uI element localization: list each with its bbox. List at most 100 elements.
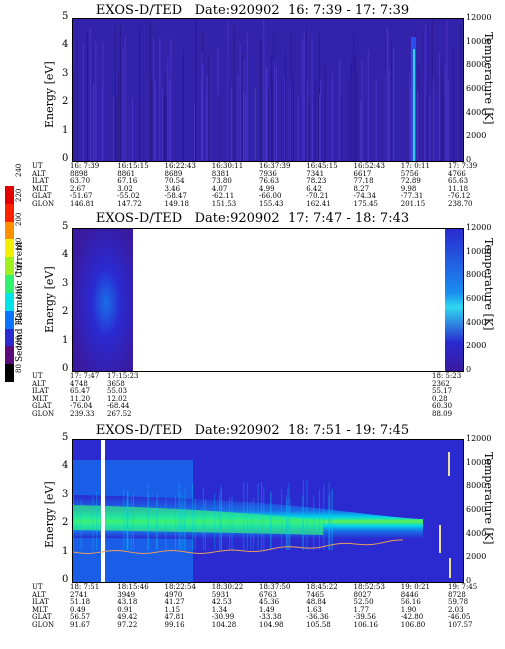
panel3-row-label: GLAT [32, 613, 52, 621]
panel2-row-label: MLT [32, 394, 48, 403]
panel1-table-cell: 16:30:11 [211, 162, 244, 170]
panel3-table-cell: 106.80 [400, 620, 426, 629]
panel1-table-cell: -51.67 [70, 192, 93, 200]
panel1-ytick: 0 [62, 153, 69, 164]
panel1-table-cell: 63.70 [70, 177, 91, 185]
panel3-ytick: 2 [62, 517, 69, 529]
colorbar-tick: 200 [15, 212, 23, 226]
panel1-table-cell: 16:15:15 [117, 162, 149, 170]
panel1-row-label: UT [32, 162, 43, 170]
panel3-title: EXOS-D/TED Date:920902 18: 7:51 - 19: 7:… [95, 423, 410, 438]
panel3-table-cell: 8027 [353, 590, 372, 599]
panel1-table-cell: -62.11 [211, 192, 235, 200]
panel3-row-label: ALT [32, 590, 46, 599]
panel1-ytick: 4 [62, 39, 69, 51]
panel3-table-cell: 18:45:22 [306, 583, 338, 591]
panel3-table-cell: 1.15 [164, 605, 181, 614]
panel3-marker [439, 525, 441, 553]
panel2-table-cell: 239.33 [70, 409, 95, 418]
panel1-table-cell: 8898 [70, 169, 88, 178]
panel2-row-label: GLAT [32, 402, 52, 410]
panel3-row-label: MLT [32, 605, 48, 614]
panel2-ylabel: Energy [eV] [43, 266, 56, 333]
panel1-y2tick: 2000 [466, 131, 487, 141]
panel1-table-cell: -58.47 [164, 192, 187, 200]
panel1-y2tick: 0 [466, 155, 472, 164]
panel1-table-cell: 16:37:39 [259, 162, 291, 170]
panel1-table-cell: 7936 [259, 169, 277, 178]
panel1-row-label: GLAT [32, 192, 52, 200]
panel3-table-cell: 41.27 [164, 598, 185, 606]
panel3-ylabel: Energy [eV] [43, 481, 56, 548]
colorbar-segment [5, 239, 14, 258]
panel2-y2tick: 8000 [466, 270, 487, 280]
colorbar-segment [5, 328, 14, 347]
panel3-ytick: 1 [62, 545, 69, 557]
panel2-y2tick: 2000 [466, 341, 487, 351]
panel3-table-cell: 18:22:54 [164, 583, 196, 591]
colorbar-segment [5, 310, 14, 329]
panel3-table-cell: 19: 7:45 [448, 583, 478, 591]
colorbar-tick: 220 [15, 188, 23, 202]
panel3-table-cell: 45.36 [259, 598, 280, 606]
panel3-table-cell: 49.42 [117, 613, 138, 621]
panel3-ytick: 4 [62, 460, 69, 472]
panel3-marker [449, 558, 451, 578]
panel2-table-cell: 4748 [70, 379, 88, 388]
panel2-y2tick: 4000 [466, 317, 487, 327]
panel2-row-label: UT [32, 372, 43, 380]
panel2-ytick: 0 [62, 363, 69, 374]
panel3-y2tick: 10000 [466, 457, 492, 467]
panel3-row-label: GLON [32, 620, 55, 629]
panel3-row-label: UT [32, 583, 43, 591]
panel2-table-cell: 60.30 [432, 402, 453, 410]
panel2-table-cell: 88.09 [432, 409, 453, 418]
panel3-ytick: 5 [62, 432, 69, 443]
panel1-table-cell: 162.41 [306, 199, 331, 208]
panel3-table-cell: 42.53 [211, 598, 232, 606]
colorbar-tick: 160 [15, 261, 23, 275]
panel1-table-cell: -55.02 [117, 192, 140, 200]
panel2-table-cell: 0.28 [432, 394, 448, 403]
panel1-table-cell: 16: 7:39 [70, 162, 100, 170]
colorbar-tick: 140 [15, 286, 23, 300]
colorbar-tick: 100 [15, 335, 23, 349]
panel1-y2tick: 6000 [466, 84, 487, 93]
panel1-table-cell: 77.18 [353, 177, 374, 185]
panel3-table-cell: 43.18 [117, 598, 138, 606]
colorbar-segment [5, 292, 14, 311]
panel2-table-cell: 12.02 [107, 394, 128, 403]
panel3-table-cell: 19: 0:21 [400, 583, 430, 591]
panel3-table-cell: -30.99 [211, 613, 235, 621]
colorbar-segment [5, 346, 14, 365]
panel3-table-cell: 18:30:22 [211, 583, 244, 591]
panel3-table-cell: 18:37:50 [259, 583, 291, 591]
panel3-band-core [73, 505, 323, 535]
panel1-table-cell: 8689 [164, 169, 183, 178]
panel3-table-cell: -46.05 [448, 613, 471, 621]
panel2-title: EXOS-D/TED Date:920902 17: 7:47 - 18: 7:… [95, 211, 410, 226]
panel3-table-cell: 107.57 [448, 620, 473, 629]
panel1-table-cell: 2.67 [70, 184, 86, 193]
panel1-table-cell: 72.89 [400, 177, 421, 185]
panel2-background [73, 229, 463, 371]
panel3-table-cell: 56.57 [70, 613, 91, 621]
panel3-table-cell: 18: 7:51 [70, 583, 100, 591]
panel3-table-cell: 8728 [448, 590, 466, 599]
panel1-burst-core [413, 49, 415, 161]
panel3-y2tick: 0 [466, 576, 472, 585]
panel1-table-cell: 6.42 [306, 184, 322, 193]
panel2-table-cell: 3658 [107, 379, 125, 388]
panel3-table-cell: 47.81 [164, 613, 185, 621]
panel1-table-cell: -77.31 [400, 192, 424, 200]
panel2-right-block [445, 229, 463, 371]
colorbar-tick: 120 [15, 310, 23, 324]
panel3-table-cell: 5931 [211, 590, 230, 599]
panel3-table-cell: -42.80 [400, 613, 424, 621]
panel3-table-cell: 51.18 [70, 598, 91, 606]
panel3-table-cell: 48.84 [306, 598, 327, 606]
panel1-title: EXOS-D/TED Date:920902 16: 7:39 - 17: 7:… [95, 3, 410, 18]
panel1-row-label: ALT [32, 169, 46, 178]
panel2-ytick: 5 [62, 221, 69, 232]
panel3-table-cell: 18:15:46 [117, 583, 149, 591]
